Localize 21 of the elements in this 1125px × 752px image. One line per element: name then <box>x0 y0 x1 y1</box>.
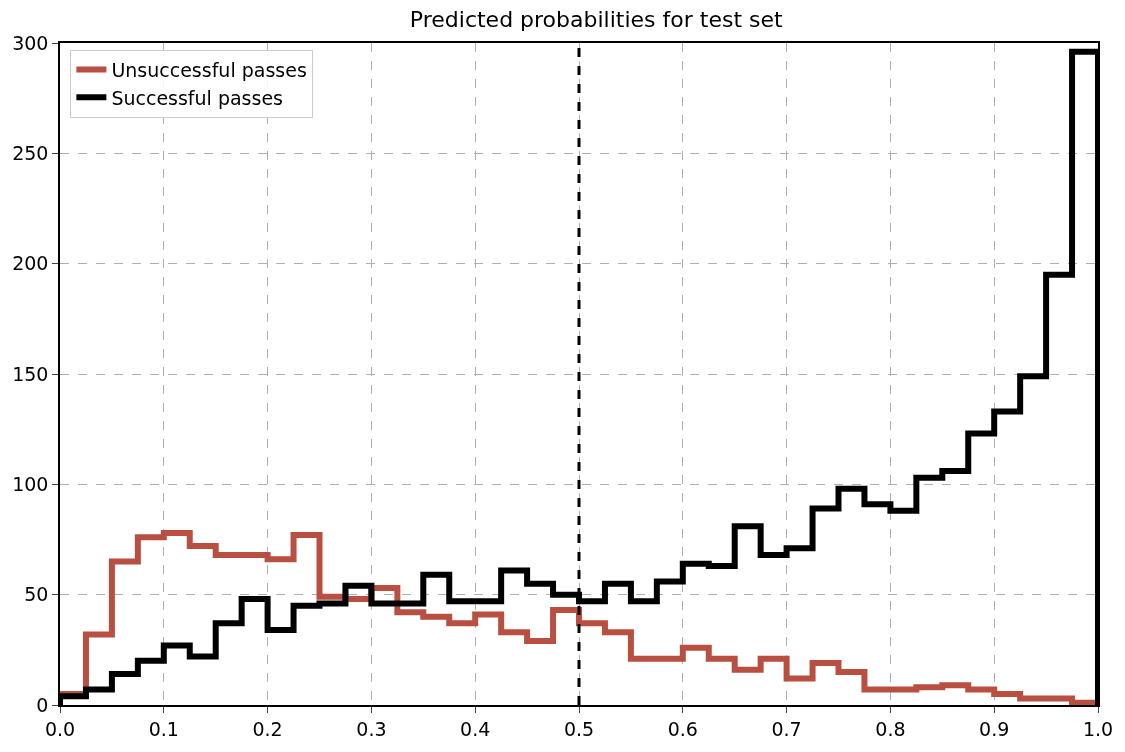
legend-label: Unsuccessful passes <box>111 58 307 81</box>
x-tick-label: 0.6 <box>667 717 698 740</box>
x-tick-label: 0.4 <box>460 717 491 740</box>
x-tick-label: 0.1 <box>148 717 179 740</box>
y-tick-label: 100 <box>12 472 49 495</box>
y-tick-label: 0 <box>36 693 49 716</box>
y-tick-label: 150 <box>12 362 49 385</box>
x-tick-label: 0.5 <box>563 717 595 740</box>
x-tick-label: 1.0 <box>1082 717 1114 740</box>
x-tick-label: 0.0 <box>44 717 76 740</box>
x-tick-label: 0.2 <box>252 717 283 740</box>
x-tick-label: 0.8 <box>875 717 906 740</box>
x-tick-label: 0.7 <box>771 717 802 740</box>
y-tick-label: 200 <box>12 252 49 275</box>
y-tick-label: 250 <box>12 141 49 164</box>
y-tick-label: 300 <box>12 31 49 54</box>
y-tick-label: 50 <box>24 583 49 606</box>
chart-title: Predicted probabilities for test set <box>409 6 784 32</box>
x-tick-label: 0.9 <box>979 717 1010 740</box>
legend-label: Successful passes <box>111 86 284 109</box>
x-tick-label: 0.3 <box>356 717 387 740</box>
